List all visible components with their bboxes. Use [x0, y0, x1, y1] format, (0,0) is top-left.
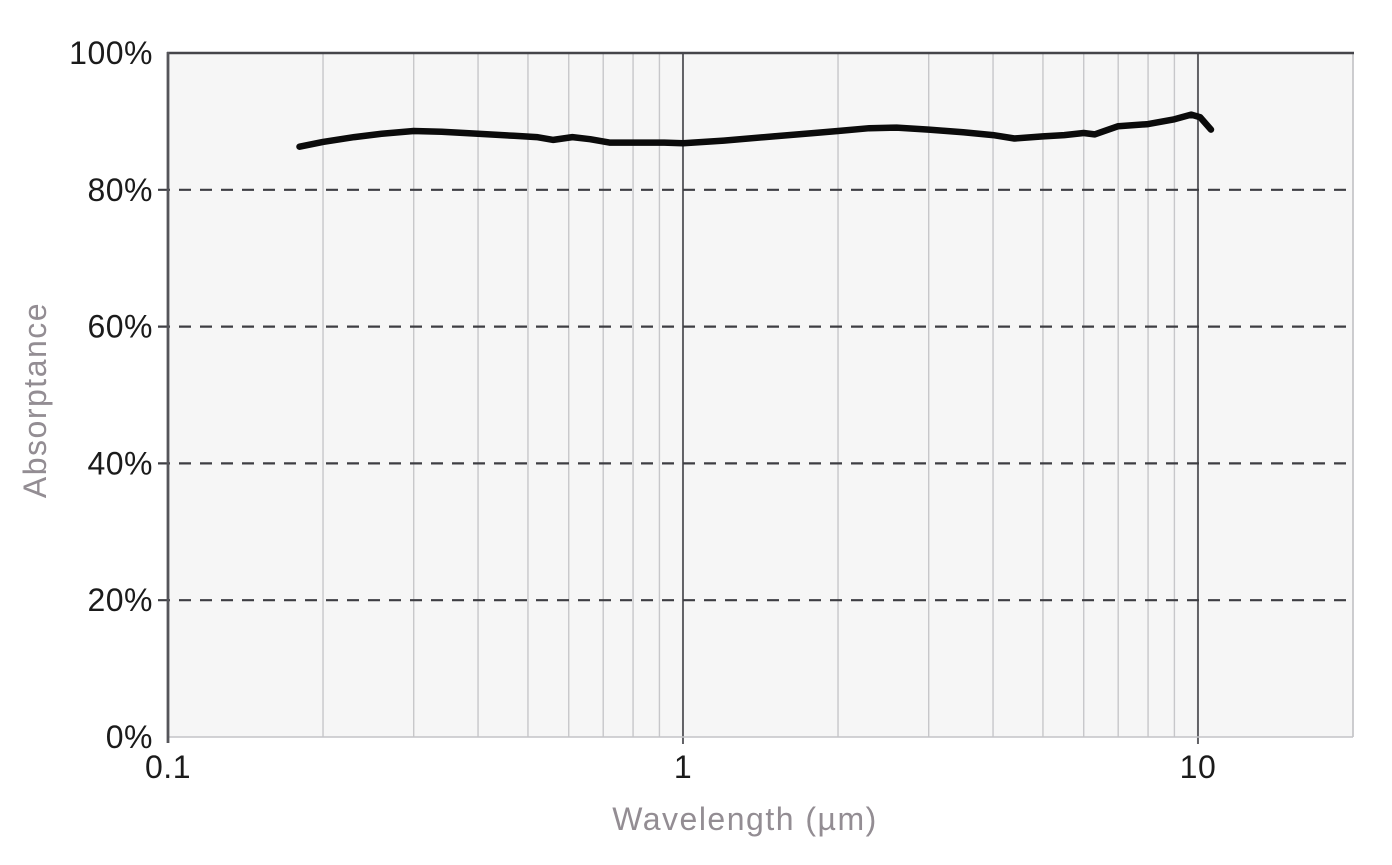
x-tick-label: 10 — [1180, 749, 1217, 785]
y-tick-label: 0% — [106, 719, 153, 755]
x-tick-label: 0.1 — [145, 749, 191, 785]
plot-area — [168, 53, 1353, 737]
x-axis-title: Wavelength (µm) — [612, 801, 878, 837]
y-tick-label: 20% — [87, 582, 153, 618]
x-tick-label: 1 — [674, 749, 692, 785]
y-tick-label: 80% — [87, 172, 153, 208]
series-line-absorptance — [296, 111, 1215, 150]
y-tick-label: 100% — [69, 35, 153, 71]
y-axis-title: Absorptance — [17, 302, 53, 498]
y-tick-label: 60% — [87, 309, 153, 345]
y-tick-label: 40% — [87, 445, 153, 481]
